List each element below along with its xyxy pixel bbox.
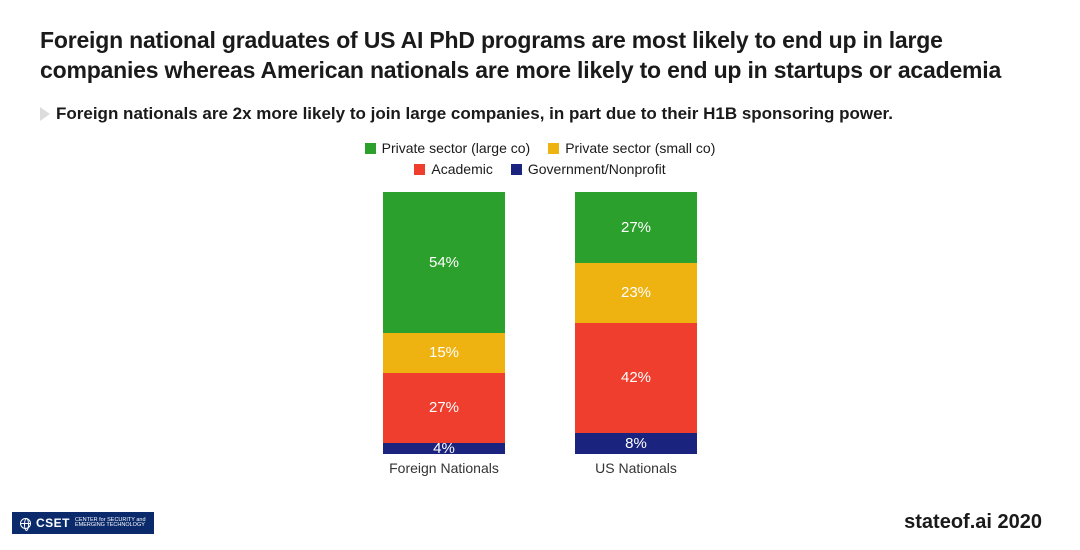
- segment-gov: 4%: [383, 443, 505, 453]
- bullet-triangle-icon: [40, 107, 50, 121]
- bar-stack: 27%23%42%8%: [575, 192, 697, 454]
- legend-row: Private sector (large co) Private sector …: [340, 138, 740, 159]
- slide: Foreign national graduates of US AI PhD …: [0, 0, 1080, 550]
- bar-label: Foreign Nationals: [389, 460, 499, 476]
- globe-icon: [20, 518, 31, 529]
- bar-stack: 54%15%27%4%: [383, 192, 505, 454]
- segment-large: 27%: [575, 192, 697, 263]
- legend-swatch-icon: [365, 143, 376, 154]
- subtitle-row: Foreign nationals are 2x more likely to …: [40, 104, 1040, 124]
- legend-item-small: Private sector (small co): [548, 138, 715, 159]
- chart-bars: 54%15%27%4%Foreign Nationals27%23%42%8%U…: [340, 192, 740, 476]
- legend-item-gov: Government/Nonprofit: [511, 159, 666, 180]
- segment-acad: 42%: [575, 323, 697, 433]
- segment-small: 23%: [575, 263, 697, 323]
- bar-foreign: 54%15%27%4% Foreign Nationals: [383, 192, 505, 476]
- cset-badge: CSET CENTER for SECURITY and EMERGING TE…: [12, 512, 154, 534]
- legend-swatch-icon: [414, 164, 425, 175]
- legend-label: Private sector (large co): [382, 138, 531, 159]
- chart: Private sector (large co) Private sector …: [340, 138, 740, 476]
- slide-title: Foreign national graduates of US AI PhD …: [40, 26, 1040, 86]
- cset-subtitle: CENTER for SECURITY and EMERGING TECHNOL…: [75, 518, 146, 529]
- bar-label: US Nationals: [595, 460, 677, 476]
- segment-large: 54%: [383, 192, 505, 333]
- legend-label: Government/Nonprofit: [528, 159, 666, 180]
- slide-subtitle: Foreign nationals are 2x more likely to …: [56, 104, 893, 124]
- legend-label: Academic: [431, 159, 492, 180]
- legend-label: Private sector (small co): [565, 138, 715, 159]
- segment-acad: 27%: [383, 373, 505, 444]
- legend-swatch-icon: [511, 164, 522, 175]
- legend-swatch-icon: [548, 143, 559, 154]
- legend-row: Academic Government/Nonprofit: [340, 159, 740, 180]
- cset-logo-text: CSET: [36, 516, 70, 530]
- segment-small: 15%: [383, 333, 505, 372]
- bar-us: 27%23%42%8% US Nationals: [575, 192, 697, 476]
- legend-item-large: Private sector (large co): [365, 138, 531, 159]
- footer-source: stateof.ai 2020: [904, 511, 1042, 534]
- chart-legend: Private sector (large co) Private sector …: [340, 138, 740, 180]
- segment-gov: 8%: [575, 433, 697, 454]
- legend-item-acad: Academic: [414, 159, 492, 180]
